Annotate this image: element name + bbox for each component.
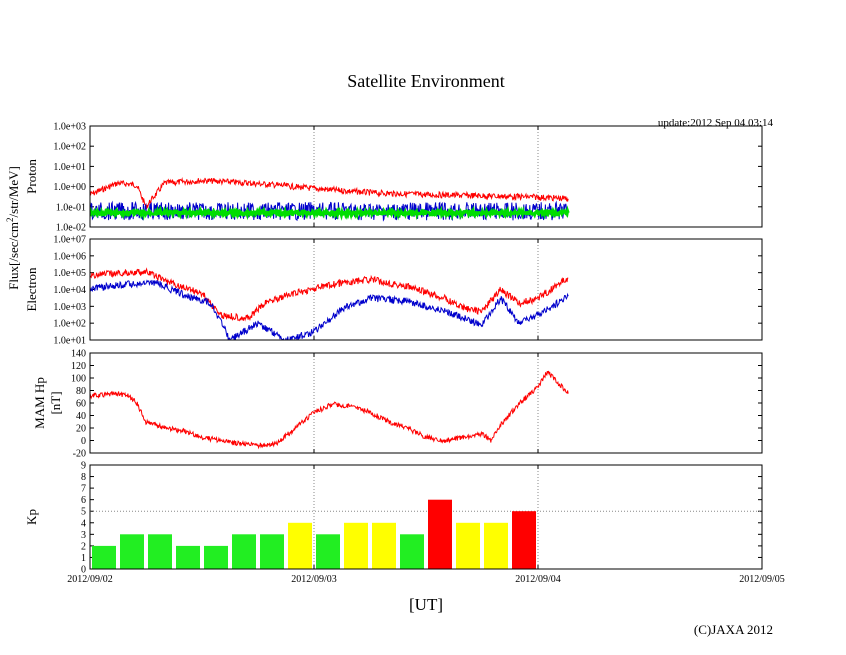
y-tick-label: 1.0e+00 (53, 182, 86, 193)
y-tick-label: 0 (81, 565, 86, 576)
y-tick-label: 1.0e+03 (53, 122, 86, 133)
y-tick-label: 140 (71, 349, 86, 360)
y-tick-label: 1.0e+01 (53, 162, 86, 173)
y-tick-label: 100 (71, 374, 86, 385)
series-line-mam-hp-0 (90, 370, 569, 450)
x-axis-ticks: 2012/09/02 2012/09/03 2012/09/04 2012/09/05 (67, 574, 785, 585)
chart-panels: 1.0e-021.0e-011.0e+001.0e+011.0e+021.0e+… (24, 122, 763, 576)
y-tick-label: 1 (81, 553, 86, 564)
series-line-electron-0 (90, 267, 569, 322)
y-tick-label: 1.0e+05 (53, 268, 86, 279)
y-tick-label: 1.0e+06 (53, 251, 86, 262)
kp-bar (232, 534, 256, 569)
y-tick-label: 0 (81, 436, 86, 447)
y-tick-label: 60 (76, 399, 86, 410)
kp-bar (428, 499, 452, 569)
kp-bar (260, 534, 284, 569)
kp-bar (148, 534, 172, 569)
y-axis-title-unit: [nT] (48, 391, 63, 414)
y-tick-label: 40 (76, 411, 86, 422)
y-tick-label: 80 (76, 386, 86, 397)
panel-frame (89, 464, 763, 570)
panel-frame (89, 125, 763, 228)
y-tick-label: 1.0e+02 (53, 319, 86, 330)
y-axis-title: Proton (24, 159, 39, 194)
kp-bar (120, 534, 144, 569)
y-axis-title: MAM Hp (32, 377, 47, 429)
kp-bar (372, 522, 396, 569)
series-line-electron-1 (90, 279, 569, 340)
y-tick-label: 1.0e+07 (53, 235, 86, 246)
y-tick-label: 20 (76, 424, 86, 435)
update-timestamp: update:2012 Sep 04 03:14 (658, 117, 774, 129)
series-line-proton-0 (90, 177, 569, 210)
y-tick-label: 1.0e+03 (53, 302, 86, 313)
y-tick-label: 8 (81, 472, 86, 483)
x-axis-title: [UT] (409, 595, 443, 614)
kp-bar (316, 534, 340, 569)
panel-proton: 1.0e-02 1.0e-01 1.0e+00 1.0e+01 1.0e+02 1.0e+… (24, 122, 763, 234)
y-tick-label: 1.0e+04 (53, 285, 86, 296)
figure-title: Satellite Environment (347, 71, 504, 91)
y-tick-label: 4 (81, 518, 86, 529)
kp-bar (484, 522, 508, 569)
y-tick-label: 5 (81, 507, 86, 518)
panel-electron: 1.0e+01 1.0e+02 1.0e+03 1.0e+04 1.0e+05 1.0e+… (24, 235, 763, 347)
y-tick-label: 3 (81, 530, 86, 541)
kp-bar (512, 511, 536, 569)
kp-bar (456, 522, 480, 569)
x-tick-label: 2012/09/05 (739, 574, 785, 585)
panel-frame (89, 352, 763, 454)
kp-bar (204, 545, 228, 569)
x-tick-label: 2012/09/04 (515, 574, 561, 585)
kp-bar (288, 522, 312, 569)
y-tick-label: 1.0e+02 (53, 142, 86, 153)
flux-label-sup: 2 (5, 217, 15, 222)
y-tick-label: 1.0e-02 (56, 223, 86, 234)
y-tick-label: 1.0e-01 (56, 202, 86, 213)
kp-bar (344, 522, 368, 569)
series-line-proton-2 (90, 205, 570, 221)
flux-axis-title: Flux[/sec/cm2/str/MeV] (5, 166, 21, 290)
copyright-text: (C)JAXA 2012 (694, 622, 773, 637)
x-tick-label: 2012/09/03 (291, 574, 337, 585)
kp-bar (400, 534, 424, 569)
y-tick-label: 9 (81, 461, 86, 472)
y-tick-label: 2 (81, 541, 86, 552)
kp-bar (176, 545, 200, 569)
y-tick-label: 7 (81, 484, 86, 495)
y-tick-label: 120 (71, 361, 86, 372)
y-tick-label: -20 (73, 449, 86, 460)
y-axis-title: Kp (24, 509, 39, 525)
x-tick-label: 2012/09/02 (67, 574, 113, 585)
y-tick-label: 6 (81, 495, 86, 506)
flux-label-main: Flux[/sec/cm (6, 222, 21, 290)
kp-bar (92, 545, 116, 569)
y-axis-title: Electron (24, 267, 39, 312)
flux-label-tail: /str/MeV] (6, 166, 21, 217)
y-tick-label: 1.0e+01 (53, 336, 86, 347)
panel-frame (89, 238, 763, 341)
